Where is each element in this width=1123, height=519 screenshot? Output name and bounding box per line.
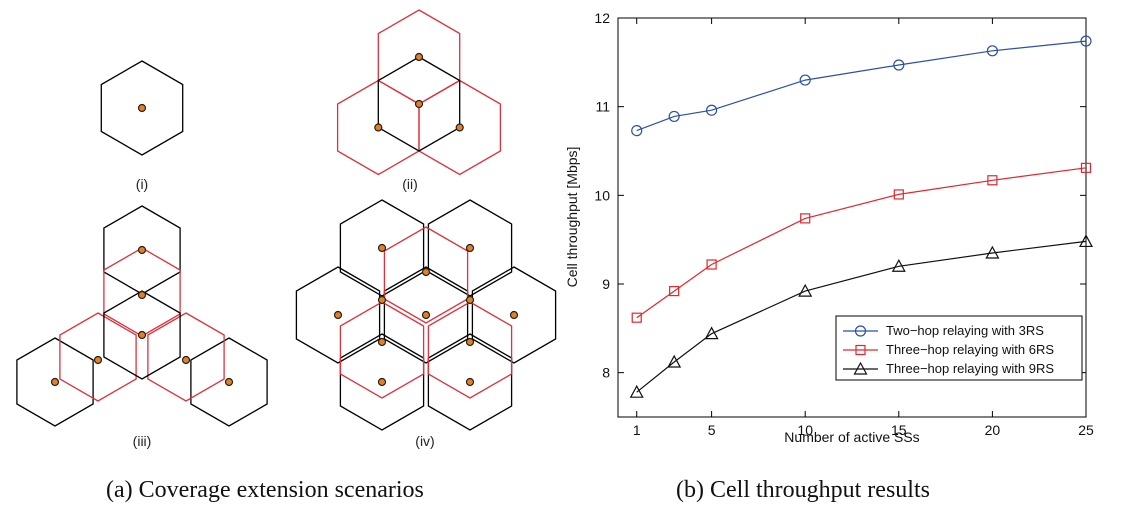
x-axis-title: Number of active SSs xyxy=(784,429,919,445)
relay-node xyxy=(183,357,190,364)
y-tick-label: 9 xyxy=(602,276,610,292)
y-axis-title: Cell throughput [Mbps] xyxy=(564,147,580,288)
relay-node xyxy=(379,339,386,346)
scenario-label-i: (i) xyxy=(136,176,148,192)
node-layer xyxy=(52,54,518,386)
relay-node xyxy=(379,379,386,386)
series-line xyxy=(637,168,1086,318)
relay-node xyxy=(511,312,518,319)
coverage-scenarios-figure: (i) (ii) (iii) (iv) xyxy=(0,0,560,460)
caption-right: (b) Cell throughput results xyxy=(676,477,930,504)
relay-node xyxy=(139,292,146,299)
y-tick-label: 12 xyxy=(594,10,610,26)
scenario-label-ii: (ii) xyxy=(402,176,418,192)
y-tick-label: 8 xyxy=(602,365,610,381)
series-2 xyxy=(632,163,1090,322)
series-1 xyxy=(632,36,1091,136)
scenario-label-iii: (iii) xyxy=(133,433,152,449)
relay-node xyxy=(375,124,382,131)
relay-node xyxy=(52,379,59,386)
relay-node xyxy=(467,379,474,386)
relay-node xyxy=(95,357,102,364)
y-tick-label: 11 xyxy=(595,99,610,115)
relay-node xyxy=(467,245,474,252)
x-tick-label: 1 xyxy=(633,422,641,438)
series-line xyxy=(637,41,1086,131)
relay-node xyxy=(226,379,233,386)
caption-left: (a) Coverage extension scenarios xyxy=(106,477,424,504)
legend-label-three-hop-9rs: Three−hop relaying with 9RS xyxy=(886,361,1054,376)
scenario-label-iv: (iv) xyxy=(415,433,434,449)
x-tick-label: 25 xyxy=(1078,422,1094,438)
relay-node xyxy=(379,245,386,252)
relay-node xyxy=(423,269,430,276)
relay-node xyxy=(467,339,474,346)
relay-node xyxy=(456,124,463,131)
relay-node xyxy=(379,297,386,304)
relay-node xyxy=(423,312,430,319)
base-station-node xyxy=(416,101,423,108)
base-station-node xyxy=(139,105,146,112)
legend-label-three-hop-6rs: Three−hop relaying with 6RS xyxy=(886,342,1054,357)
legend: Two−hop relaying with 3RS Three−hop rela… xyxy=(836,316,1082,380)
relay-node xyxy=(139,247,146,254)
y-tick-label: 10 xyxy=(594,187,610,203)
relay-node xyxy=(467,297,474,304)
relay-node xyxy=(335,312,342,319)
x-tick-label: 20 xyxy=(985,422,1001,438)
relay-node xyxy=(139,332,146,339)
hexagon-layer xyxy=(17,10,556,430)
relay-node xyxy=(416,54,423,61)
legend-label-two-hop-3rs: Two−hop relaying with 3RS xyxy=(886,323,1044,338)
x-tick-label: 5 xyxy=(708,422,716,438)
